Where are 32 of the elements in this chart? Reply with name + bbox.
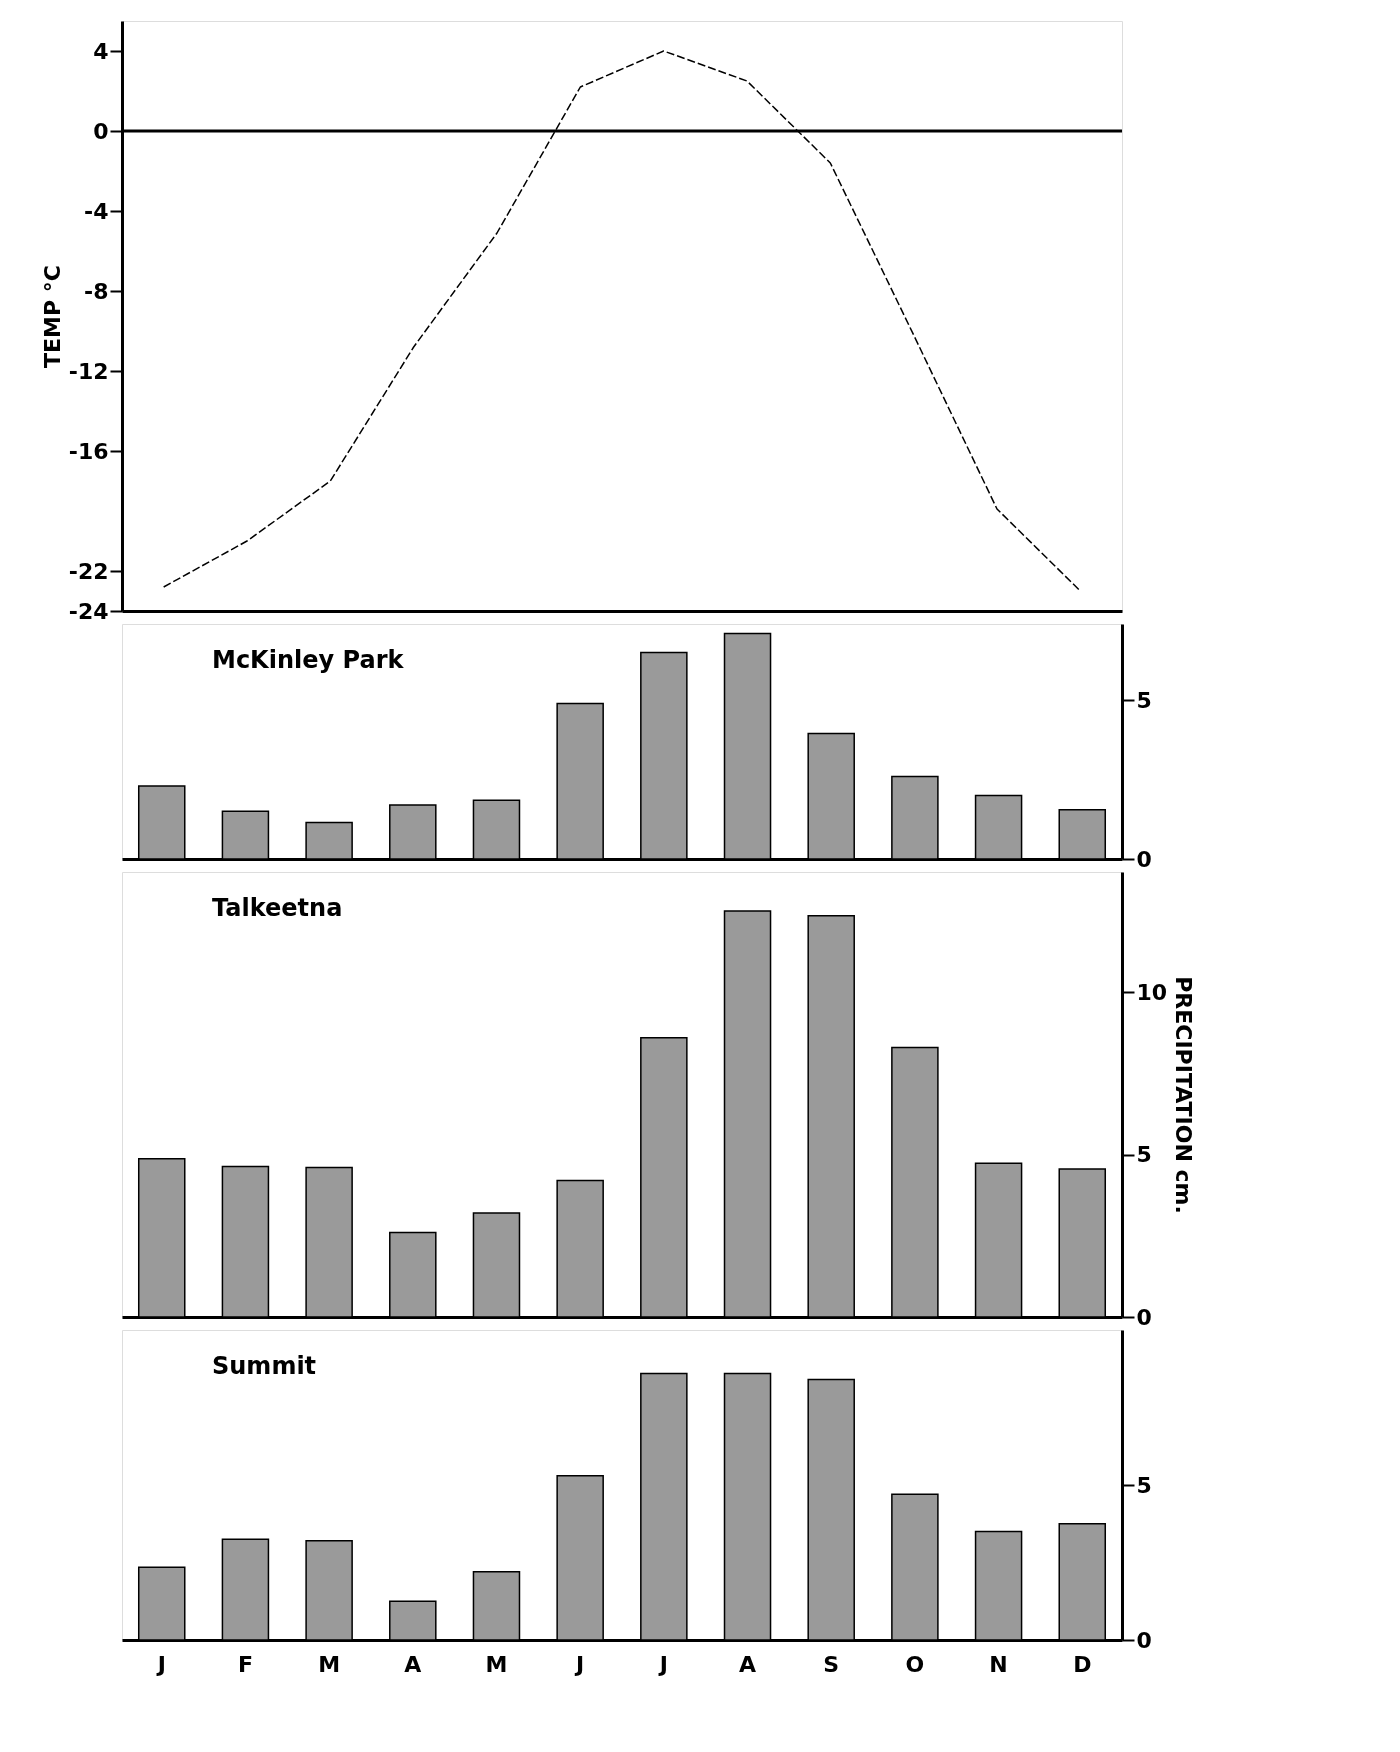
y-tick-label: 5 <box>1136 1472 1152 1498</box>
y-tick-label: -4 <box>84 198 109 224</box>
y-tick-label: 0 <box>1136 1304 1152 1330</box>
x-tick-label: J <box>155 1651 166 1677</box>
y-tick-label: -22 <box>68 558 109 584</box>
annotation: Talkeetna <box>212 894 343 922</box>
y-tick-label: 0 <box>1136 846 1152 872</box>
x-tick-label: J <box>657 1651 668 1677</box>
x-tick-label: S <box>823 1651 840 1677</box>
x-tick-label: D <box>1073 1651 1092 1677</box>
x-tick-label: A <box>739 1651 757 1677</box>
y-tick-label: 5 <box>1136 1142 1152 1168</box>
x-tick-label: J <box>574 1651 585 1677</box>
x-tick-label: N <box>989 1651 1008 1677</box>
annotation: McKinley Park <box>212 646 405 674</box>
y-tick-label: -24 <box>68 598 109 624</box>
x-tick-label: M <box>485 1651 508 1677</box>
y-tick-label: -12 <box>68 358 109 384</box>
y-tick-label: 10 <box>1136 979 1168 1005</box>
annotation: Summit <box>212 1352 317 1380</box>
x-tick-label: M <box>318 1651 341 1677</box>
x-tick-label: O <box>905 1651 925 1677</box>
y-tick-label: 4 <box>93 38 109 64</box>
x-tick-label: F <box>237 1651 253 1677</box>
y-tick-label: 0 <box>93 118 109 144</box>
x-tick-label: A <box>404 1651 422 1677</box>
y-tick-label: -16 <box>68 438 109 464</box>
y-tick-label: -8 <box>84 278 109 304</box>
y-tick-label: 5 <box>1136 687 1152 713</box>
y-axis-title: TEMP °C <box>39 265 65 368</box>
y-tick-label: 0 <box>1136 1627 1152 1653</box>
y-axis-title: PRECIPITATION cm. <box>1171 976 1197 1214</box>
